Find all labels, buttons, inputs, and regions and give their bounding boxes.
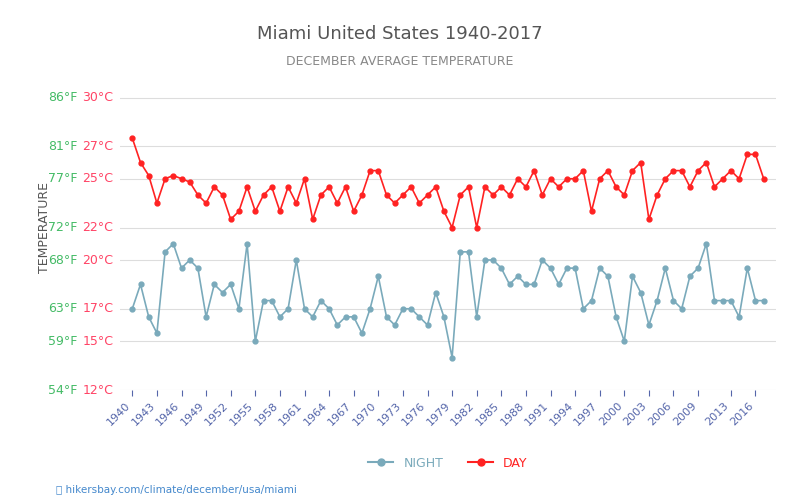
Text: 🏔 hikersbay.com/climate/december/usa/miami: 🏔 hikersbay.com/climate/december/usa/mia… [56, 485, 297, 495]
Y-axis label: TEMPERATURE: TEMPERATURE [38, 182, 50, 273]
Text: 86°F: 86°F [48, 91, 78, 104]
Text: 77°F: 77°F [48, 172, 78, 186]
Text: DECEMBER AVERAGE TEMPERATURE: DECEMBER AVERAGE TEMPERATURE [286, 55, 514, 68]
Text: 25°C: 25°C [82, 172, 114, 186]
Text: 20°C: 20°C [82, 254, 114, 266]
Text: 12°C: 12°C [82, 384, 114, 396]
Text: 63°F: 63°F [48, 302, 78, 316]
Text: 17°C: 17°C [82, 302, 114, 316]
Text: 30°C: 30°C [82, 91, 114, 104]
Text: 59°F: 59°F [48, 335, 78, 348]
Text: Miami United States 1940-2017: Miami United States 1940-2017 [257, 25, 543, 43]
Legend: NIGHT, DAY: NIGHT, DAY [363, 452, 533, 475]
Text: 27°C: 27°C [82, 140, 114, 153]
Text: 22°C: 22°C [82, 221, 114, 234]
Text: 68°F: 68°F [48, 254, 78, 266]
Text: 15°C: 15°C [82, 335, 114, 348]
Text: 54°F: 54°F [48, 384, 78, 396]
Text: 72°F: 72°F [48, 221, 78, 234]
Text: 81°F: 81°F [48, 140, 78, 153]
